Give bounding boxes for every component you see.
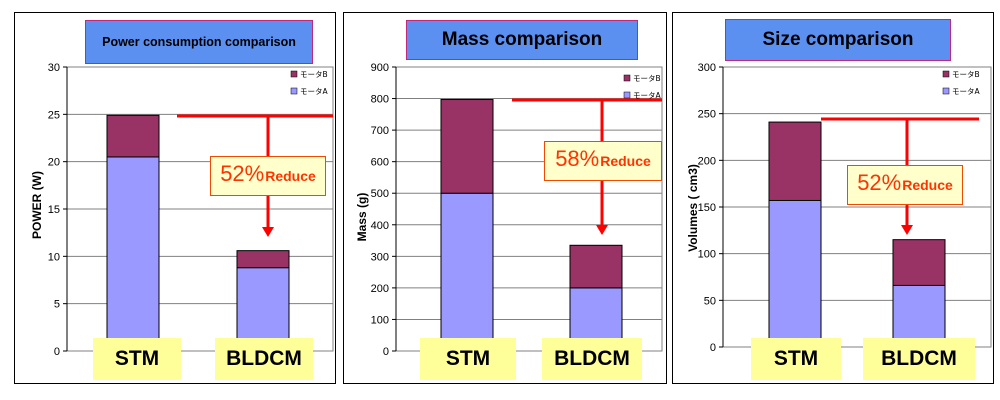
legend-label: モータB xyxy=(300,70,328,79)
reduce-arrow-head xyxy=(596,225,608,235)
legend-swatch xyxy=(942,70,950,78)
mass-chart-svg: 0 100 200 300 400 500 600 700 800 900 モータB モータA xyxy=(371,62,663,358)
y-tick-label: 800 xyxy=(371,94,389,106)
legend-label: モータA xyxy=(300,87,328,96)
bar-motor-b xyxy=(768,121,822,201)
legend-swatch xyxy=(290,70,298,78)
y-tick-label: 900 xyxy=(371,62,389,74)
y-tick-label: 20 xyxy=(48,157,60,169)
y-tick-label: 100 xyxy=(371,314,389,326)
legend-swatch xyxy=(623,91,631,99)
bar-motor-b xyxy=(236,250,290,269)
power-category-bldcm: BLDCM xyxy=(215,338,313,380)
y-tick-label: 200 xyxy=(698,155,716,167)
size-chart-ylabel: Volumes ( cm3) xyxy=(686,164,700,252)
y-tick-label: 300 xyxy=(371,251,389,263)
legend-swatch xyxy=(290,87,298,95)
y-tick-label: 500 xyxy=(371,188,389,200)
size-reduce-annotation: 52% Reduce xyxy=(847,165,963,205)
y-tick-label: 600 xyxy=(371,157,389,169)
y-tick-label: 400 xyxy=(371,220,389,232)
legend-swatch xyxy=(623,74,631,82)
mass-reduce-annotation: 58% Reduce xyxy=(544,141,662,181)
mass-category-bldcm: BLDCM xyxy=(542,338,642,380)
legend-label: モータA xyxy=(952,87,980,96)
power-chart-panel: 0 5 10 15 20 25 30 モータB モータA Power consumption c… xyxy=(14,12,336,384)
reduce-word: Reduce xyxy=(600,153,651,169)
mass-chart-title: Mass comparison xyxy=(406,20,638,60)
size-chart-panel: 0 50 100 150 200 250 300 モータB モータA Size comparis… xyxy=(672,12,994,384)
y-tick-label: 700 xyxy=(371,125,389,137)
y-tick-label: 5 xyxy=(54,299,60,311)
y-tick-label: 10 xyxy=(48,251,60,263)
y-tick-label: 250 xyxy=(698,109,716,121)
size-chart-svg: 0 50 100 150 200 250 300 モータB モータA xyxy=(698,62,992,354)
power-chart-ylabel: POWER (W) xyxy=(30,171,44,239)
size-category-stm: STM xyxy=(751,338,841,380)
legend-swatch xyxy=(942,87,950,95)
size-chart-title: Size comparison xyxy=(725,19,951,61)
y-tick-label: 30 xyxy=(48,62,60,74)
bar-motor-a xyxy=(892,284,946,348)
bar-motor-a xyxy=(236,267,290,352)
reduce-word: Reduce xyxy=(265,168,316,184)
bar-motor-b xyxy=(440,99,494,194)
power-chart-svg: 0 5 10 15 20 25 30 モータB モータA xyxy=(48,62,334,358)
reduce-word: Reduce xyxy=(902,177,953,193)
bar-motor-b xyxy=(106,114,160,158)
y-tick-label: 0 xyxy=(710,342,716,354)
y-tick-label: 0 xyxy=(383,346,389,358)
y-tick-label: 50 xyxy=(704,295,716,307)
reduce-percent: 52% xyxy=(220,161,265,186)
power-reduce-annotation: 52% Reduce xyxy=(210,156,326,196)
y-tick-label: 150 xyxy=(698,202,716,214)
power-chart-title: Power consumption comparison xyxy=(85,20,313,64)
size-category-bldcm: BLDCM xyxy=(863,338,975,380)
y-tick-label: 25 xyxy=(48,109,60,121)
legend-label: モータB xyxy=(952,70,980,79)
bar-motor-b xyxy=(892,239,946,286)
power-category-stm: STM xyxy=(93,338,181,380)
legend-label: モータA xyxy=(633,91,661,100)
mass-chart-ylabel: Mass (g) xyxy=(355,192,369,242)
reduce-percent: 52% xyxy=(857,170,902,195)
reduce-arrow-head xyxy=(262,227,274,237)
bar-motor-a xyxy=(768,199,822,348)
mass-chart-panel: 0 100 200 300 400 500 600 700 800 900 モータB モータA Mas… xyxy=(343,12,667,384)
legend-label: モータB xyxy=(633,74,661,83)
y-tick-label: 100 xyxy=(698,249,716,261)
reduce-percent: 58% xyxy=(555,146,600,171)
bar-motor-b xyxy=(569,244,623,289)
y-tick-label: 0 xyxy=(54,346,60,358)
bar-motor-a xyxy=(106,156,160,352)
mass-category-stm: STM xyxy=(420,338,516,380)
reduce-arrow-head xyxy=(901,225,913,235)
bar-motor-a xyxy=(440,192,494,352)
y-tick-label: 200 xyxy=(371,283,389,295)
y-tick-label: 300 xyxy=(698,62,716,74)
y-tick-label: 15 xyxy=(48,204,60,216)
